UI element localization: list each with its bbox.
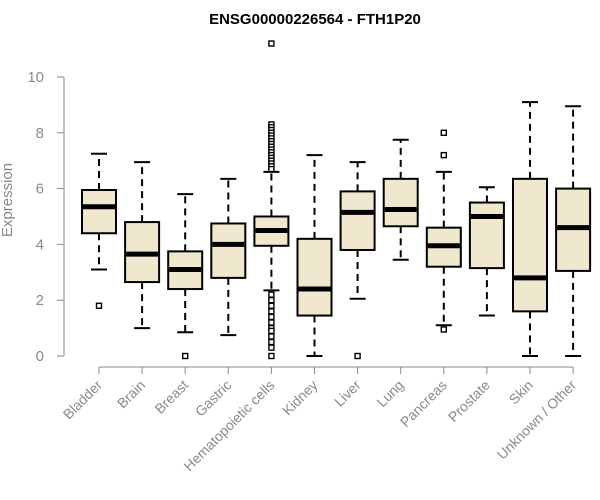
box-group	[167, 193, 204, 360]
x-tick-label: Lung	[373, 377, 406, 410]
box-group	[124, 161, 161, 330]
outlier-point	[268, 338, 275, 346]
box-iqr	[382, 177, 419, 228]
outlier-point	[268, 352, 275, 360]
y-tick-label: 10	[27, 69, 44, 86]
box-iqr	[296, 237, 333, 317]
box-group	[81, 152, 117, 309]
y-tick-label: 0	[36, 348, 44, 365]
y-tick-label: 8	[36, 125, 44, 142]
box-group	[425, 129, 462, 333]
chart-title: ENSG00000226564 - FTH1P20	[209, 11, 421, 28]
outlier-point	[268, 302, 275, 309]
x-tick-label: Liver	[331, 377, 364, 410]
box-iqr	[210, 222, 247, 279]
x-tick-label: Skin	[506, 377, 537, 408]
box-iqr	[81, 188, 117, 235]
outlier-point	[268, 40, 275, 47]
boxplot-series	[81, 40, 592, 360]
box-group	[253, 40, 290, 360]
y-tick-label: 4	[36, 236, 44, 253]
outlier-point	[268, 319, 275, 326]
outlier-point	[440, 151, 447, 159]
x-tick-label: Gastric	[192, 377, 235, 420]
x-tick-label: Kidney	[279, 377, 321, 419]
box-iqr	[468, 201, 505, 270]
box-group	[210, 177, 247, 337]
y-axis-label: Expression	[0, 163, 16, 237]
outlier-point	[268, 313, 275, 321]
x-tick-label: Prostate	[445, 377, 493, 425]
outlier-point	[440, 129, 447, 137]
y-tick-label: 6	[36, 181, 44, 198]
outlier-point	[181, 352, 189, 360]
outlier-point	[268, 291, 275, 298]
box-group	[382, 138, 419, 261]
outlier-point	[268, 327, 275, 335]
outlier-point	[268, 333, 275, 340]
box-group	[555, 105, 592, 357]
x-tick-label: Bladder	[60, 377, 106, 423]
box-iqr	[512, 177, 548, 313]
box-group	[468, 186, 505, 317]
x-tick-label: Brain	[114, 377, 148, 411]
box-group	[296, 154, 333, 357]
outlier-point	[440, 326, 447, 333]
x-tick-label: Breast	[151, 377, 191, 417]
y-tick-label: 2	[36, 292, 44, 309]
outlier-point	[354, 352, 361, 360]
outlier-point	[268, 344, 275, 351]
box-iqr	[339, 190, 376, 251]
x-tick-label: Pancreas	[397, 377, 450, 430]
outlier-point	[268, 165, 275, 173]
box-group	[512, 101, 548, 357]
x-tick-label: Unknown / Other	[494, 377, 580, 463]
outlier-point	[268, 308, 275, 315]
outlier-point	[268, 297, 275, 304]
box-group	[339, 161, 376, 360]
outlier-point	[95, 302, 103, 309]
y-axis: 0 2 4 6 8 10	[27, 69, 65, 365]
